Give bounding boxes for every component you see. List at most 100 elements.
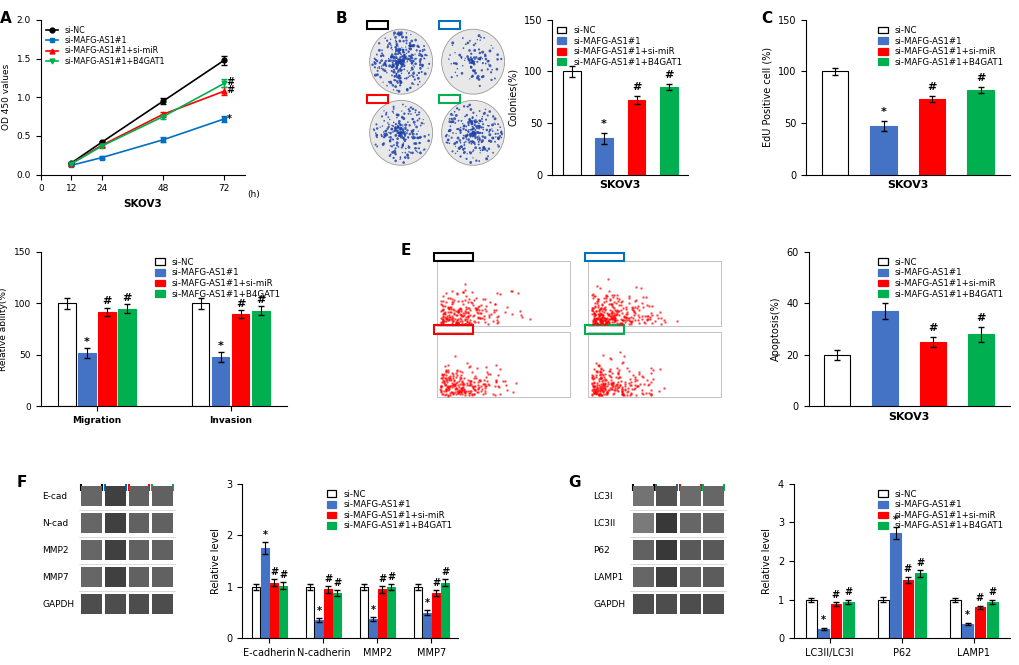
Circle shape (416, 148, 417, 149)
Circle shape (384, 113, 387, 116)
Circle shape (483, 148, 486, 150)
Circle shape (399, 61, 401, 63)
Point (438, 313, 454, 323)
Bar (82, 540, 102, 561)
Point (604, 378, 621, 388)
Text: *: * (226, 114, 231, 124)
Circle shape (396, 114, 398, 116)
Circle shape (472, 132, 474, 134)
Point (584, 378, 600, 388)
Point (585, 377, 601, 388)
Point (446, 386, 463, 397)
Circle shape (471, 126, 473, 128)
Point (611, 305, 628, 315)
X-axis label: SKOV3: SKOV3 (887, 180, 927, 190)
Point (452, 376, 469, 386)
Point (444, 316, 461, 327)
Circle shape (476, 125, 479, 128)
Circle shape (408, 145, 409, 146)
Circle shape (491, 128, 492, 130)
Point (457, 295, 473, 305)
Circle shape (450, 41, 453, 45)
Bar (366, 21, 387, 29)
Point (475, 388, 491, 399)
Circle shape (408, 51, 409, 53)
Point (602, 311, 619, 321)
Circle shape (376, 73, 378, 76)
Circle shape (385, 40, 388, 42)
Point (452, 386, 469, 396)
Point (487, 375, 503, 386)
Bar (632, 595, 653, 614)
Point (449, 388, 466, 398)
Circle shape (379, 55, 382, 57)
Point (446, 379, 463, 390)
Circle shape (481, 149, 483, 151)
Circle shape (407, 122, 409, 123)
Circle shape (381, 125, 383, 127)
Circle shape (403, 61, 405, 63)
Circle shape (388, 140, 391, 142)
Point (590, 390, 606, 401)
Circle shape (403, 130, 405, 132)
Circle shape (395, 63, 398, 66)
Point (637, 388, 653, 398)
Circle shape (411, 130, 413, 132)
Circle shape (474, 146, 477, 149)
Point (607, 309, 624, 320)
Circle shape (463, 142, 465, 144)
Point (432, 317, 448, 328)
Circle shape (479, 152, 480, 154)
Point (621, 316, 637, 327)
Circle shape (387, 58, 389, 59)
Text: GAPDH: GAPDH (42, 600, 74, 609)
Circle shape (379, 126, 380, 128)
Circle shape (400, 116, 404, 119)
Circle shape (420, 71, 422, 73)
Circle shape (445, 134, 447, 136)
Point (589, 296, 605, 307)
Bar (594, 138, 612, 175)
Point (448, 310, 465, 321)
Bar (973, 608, 984, 638)
Circle shape (475, 134, 476, 135)
Point (589, 383, 605, 394)
Text: *: * (881, 289, 888, 299)
Circle shape (396, 70, 399, 72)
Circle shape (406, 129, 409, 132)
Circle shape (376, 60, 378, 63)
Point (433, 373, 449, 384)
Point (585, 380, 601, 391)
Point (601, 305, 618, 316)
Circle shape (390, 80, 391, 82)
Point (594, 382, 610, 393)
Point (593, 306, 609, 317)
Circle shape (395, 63, 398, 65)
Circle shape (423, 57, 425, 59)
Point (594, 369, 610, 380)
Bar (434, 253, 473, 261)
Text: #: # (333, 578, 341, 588)
Point (435, 376, 451, 387)
Circle shape (469, 151, 470, 153)
Circle shape (382, 142, 384, 144)
Circle shape (405, 128, 407, 130)
Point (489, 311, 505, 321)
Circle shape (486, 60, 489, 63)
Point (589, 385, 605, 396)
Point (587, 316, 603, 327)
Circle shape (375, 123, 377, 126)
Point (619, 307, 635, 317)
Text: *: * (217, 341, 223, 351)
Bar (105, 481, 125, 490)
Circle shape (380, 59, 382, 62)
Circle shape (388, 150, 389, 151)
Circle shape (378, 49, 380, 52)
Bar (588, 261, 720, 326)
Point (442, 301, 459, 312)
Circle shape (403, 68, 405, 70)
Point (585, 376, 601, 387)
Point (460, 375, 476, 386)
Circle shape (391, 65, 393, 67)
Point (451, 316, 468, 327)
